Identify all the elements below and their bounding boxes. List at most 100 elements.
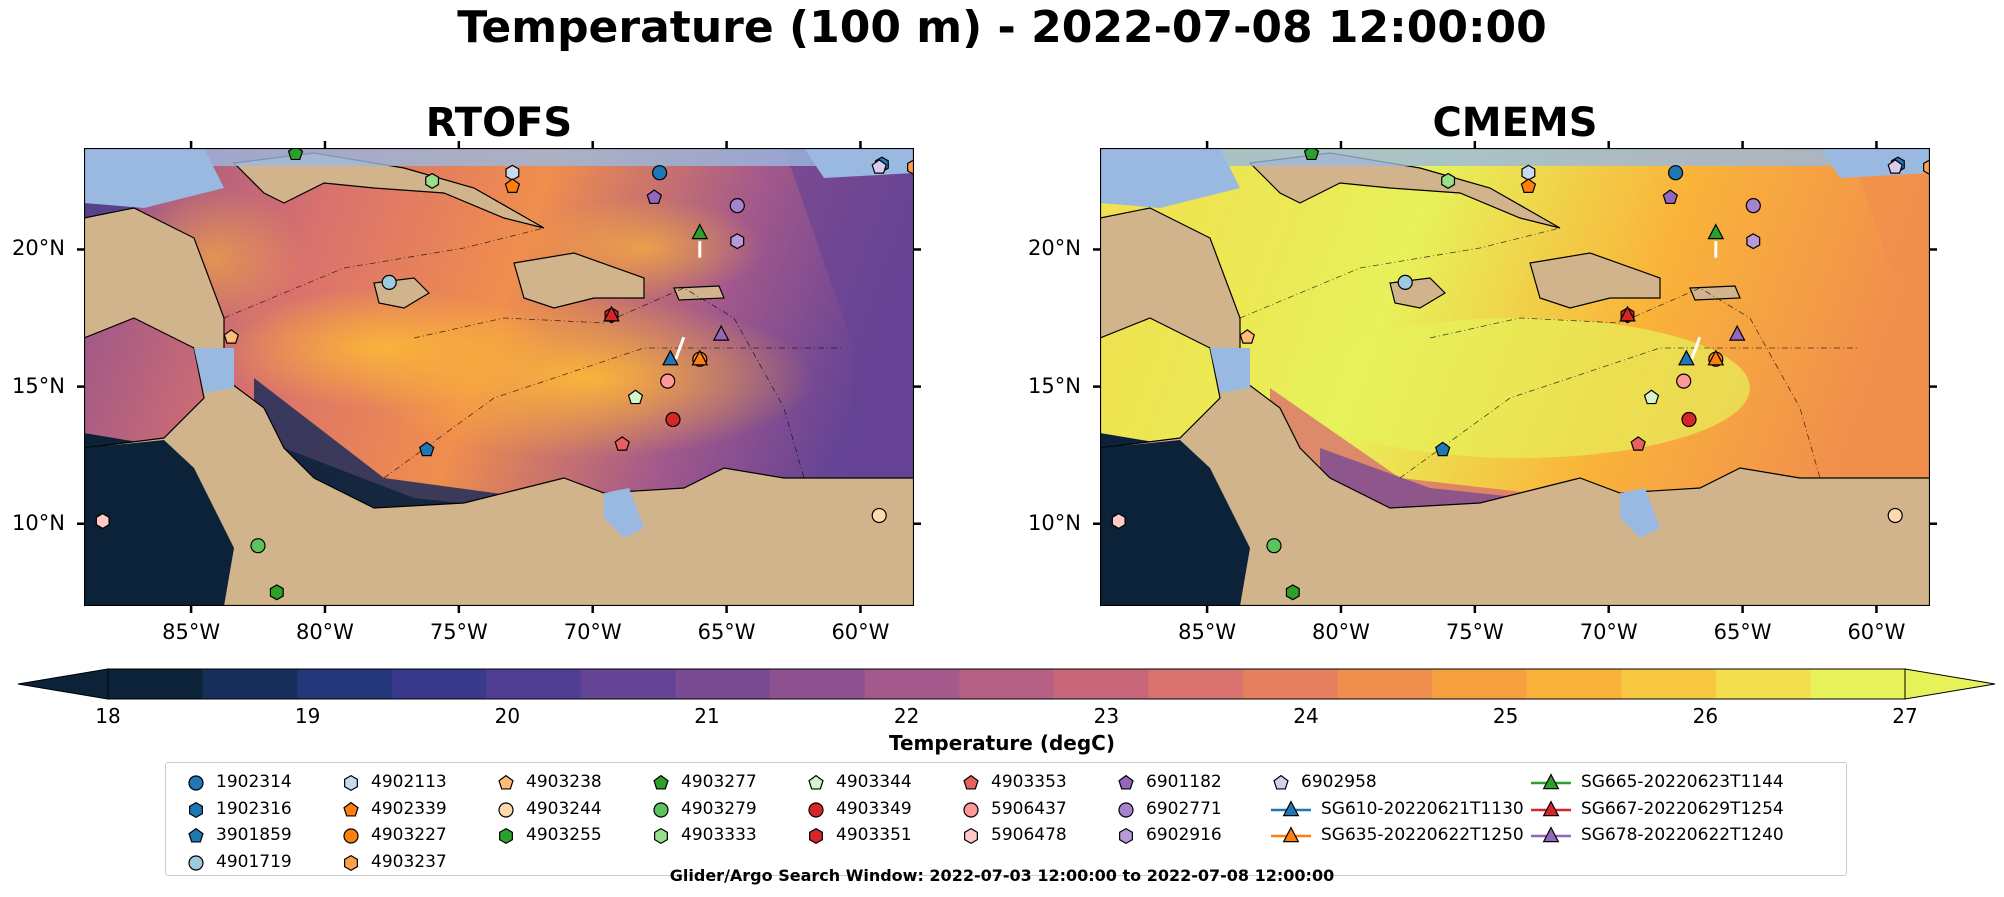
legend-item-6902958[interactable]: 6902958 [1271, 769, 1524, 796]
legend-swatch [1531, 773, 1571, 790]
figure-title: Temperature (100 m) - 2022-07-08 12:00:0… [457, 2, 1547, 53]
legend-item-sg667-20220629t1254[interactable]: SG667-20220629T1254 [1531, 796, 1784, 823]
lon-tick-label: 60°W [1847, 620, 1906, 644]
float-marker-6902771[interactable] [729, 197, 745, 214]
legend-label: SG635-20220622T1250 [1321, 825, 1524, 846]
float-marker-sg678-20220622t1240[interactable] [1728, 324, 1746, 341]
float-marker-5906478[interactable] [95, 512, 110, 530]
legend-item-4903244[interactable]: 4903244 [496, 796, 602, 823]
legend-item-4903279[interactable]: 4903279 [651, 796, 757, 823]
float-marker-4903333[interactable] [1441, 172, 1456, 189]
legend-item-4903351[interactable]: 4903351 [806, 822, 912, 849]
colorbar-tick-label: 25 [1492, 704, 1519, 728]
float-marker-4903244[interactable] [871, 507, 887, 524]
legend-swatch [188, 855, 204, 871]
legend-item-4903353[interactable]: 4903353 [961, 769, 1067, 796]
lon-tick-label: 75°W [1445, 620, 1504, 644]
legend-item-6902916[interactable]: 6902916 [1116, 822, 1222, 849]
float-marker-sg667-20220629t1254[interactable] [603, 305, 620, 322]
legend-item-sg678-20220622t1240[interactable]: SG678-20220622T1240 [1531, 822, 1784, 849]
float-marker-sg635-20220622t1250[interactable] [1707, 349, 1725, 366]
float-marker-sg610-20220621t1130[interactable] [662, 349, 679, 366]
float-marker-4901719[interactable] [381, 274, 397, 290]
float-marker-6902958[interactable] [1887, 159, 1903, 174]
legend-item-sg665-20220623t1144[interactable]: SG665-20220623T1144 [1531, 769, 1784, 796]
legend-item-4903237[interactable]: 4903237 [341, 849, 447, 876]
legend-item-5906478[interactable]: 5906478 [961, 822, 1067, 849]
colorbar-bin [1337, 669, 1433, 699]
lon-tick-label: 70°W [563, 620, 622, 644]
legend-item-4903277[interactable]: 4903277 [651, 769, 757, 796]
float-marker-4903333[interactable] [425, 172, 440, 189]
lon-tick-label: 75°W [429, 620, 488, 644]
legend-item-sg610-20220621t1130[interactable]: SG610-20220621T1130 [1271, 796, 1524, 823]
float-marker-4903238[interactable] [223, 329, 239, 344]
float-marker-4903349[interactable] [1681, 411, 1697, 428]
colorbar-tick-label: 21 [694, 704, 720, 728]
legend-item-4903238[interactable]: 4903238 [496, 769, 602, 796]
float-marker-4901719[interactable] [1397, 274, 1413, 290]
float-marker-4903353[interactable] [614, 436, 630, 451]
colorbar-tick-label: 19 [294, 704, 321, 728]
float-marker-4903244[interactable] [1887, 507, 1903, 524]
legend-item-4902113[interactable]: 4902113 [341, 769, 447, 796]
float-marker-4903277[interactable] [1303, 145, 1320, 161]
legend-item-4903333[interactable]: 4903333 [651, 822, 757, 849]
land-central-south-america [1100, 207, 1930, 606]
float-marker-4902113[interactable] [505, 164, 520, 181]
float-marker-4903349[interactable] [665, 411, 681, 428]
land-puerto-rico [673, 285, 725, 301]
float-marker-4903277[interactable] [287, 145, 304, 161]
legend-item-4903227[interactable]: 4903227 [341, 822, 447, 849]
float-marker-sg678-20220622t1240[interactable] [712, 324, 730, 341]
legend-item-4903349[interactable]: 4903349 [806, 796, 912, 823]
float-marker-4902339[interactable] [1520, 178, 1537, 193]
float-marker-5906478[interactable] [1111, 512, 1126, 530]
legend-item-6901182[interactable]: 6901182 [1116, 769, 1222, 796]
float-marker-sg635-20220622t1250[interactable] [691, 349, 709, 366]
legend-item-6902771[interactable]: 6902771 [1116, 796, 1222, 823]
float-marker-6901182[interactable] [1662, 189, 1678, 204]
legend-swatch [808, 775, 824, 790]
legend-item-4902339[interactable]: 4902339 [341, 796, 447, 823]
legend-column: SG665-20220623T1144 SG667-20220629T1254 SG… [1531, 769, 1784, 849]
legend-item-1902316[interactable]: 1902316 [186, 796, 292, 823]
colorbar-bin [108, 669, 204, 699]
float-marker-1902314[interactable] [1667, 165, 1684, 181]
float-marker-4903344[interactable] [1643, 389, 1660, 405]
legend-column: 4903277 4903279 4903333 [651, 769, 757, 849]
float-marker-sg610-20220621t1130[interactable] [1678, 349, 1695, 366]
float-marker-4902113[interactable] [1521, 164, 1536, 181]
legend-item-4903255[interactable]: 4903255 [496, 822, 602, 849]
float-marker-6902771[interactable] [1745, 197, 1761, 214]
float-marker-6902916[interactable] [730, 233, 745, 250]
float-marker-4903238[interactable] [1239, 329, 1255, 344]
float-marker-sg667-20220629t1254[interactable] [1619, 305, 1636, 322]
legend-swatch [188, 775, 204, 791]
float-marker-3901859[interactable] [1435, 441, 1451, 457]
legend-item-3901859[interactable]: 3901859 [186, 822, 292, 849]
legend-item-1902314[interactable]: 1902314 [186, 769, 292, 796]
float-marker-6902958[interactable] [871, 159, 887, 174]
legend-item-4901719[interactable]: 4901719 [186, 849, 292, 876]
legend-item-sg635-20220622t1250[interactable]: SG635-20220622T1250 [1271, 822, 1524, 849]
float-marker-sg665-20220623t1144[interactable] [1707, 223, 1725, 240]
float-marker-4903255[interactable] [269, 584, 284, 601]
float-marker-6901182[interactable] [646, 189, 662, 204]
float-marker-4903255[interactable] [1285, 584, 1300, 601]
float-marker-6902916[interactable] [1746, 233, 1761, 250]
float-marker-sg665-20220623t1144[interactable] [691, 223, 709, 240]
float-marker-5906437[interactable] [660, 373, 676, 389]
float-marker-1902314[interactable] [651, 165, 668, 181]
legend-item-4903344[interactable]: 4903344 [806, 769, 912, 796]
float-marker-3901859[interactable] [419, 441, 435, 457]
float-marker-4902339[interactable] [504, 178, 521, 193]
float-marker-5906437[interactable] [1676, 373, 1692, 389]
colorbar-label: Temperature (degC) [889, 731, 1115, 755]
float-marker-4903279[interactable] [1266, 538, 1282, 554]
float-marker-4903353[interactable] [1630, 436, 1646, 451]
float-marker-4903279[interactable] [250, 538, 266, 554]
legend-item-5906437[interactable]: 5906437 [961, 796, 1067, 823]
legend-swatch [499, 828, 513, 845]
float-marker-4903344[interactable] [627, 389, 644, 405]
